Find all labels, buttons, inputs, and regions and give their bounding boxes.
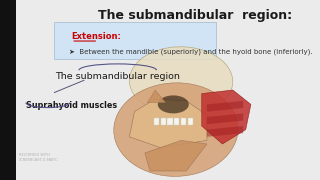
FancyBboxPatch shape xyxy=(54,22,216,58)
Text: The submandibular region: The submandibular region xyxy=(55,72,180,81)
Bar xyxy=(154,118,159,125)
Polygon shape xyxy=(148,90,165,103)
Polygon shape xyxy=(207,113,243,124)
Text: Extension:: Extension: xyxy=(71,32,121,41)
Bar xyxy=(161,118,166,125)
Polygon shape xyxy=(202,90,251,144)
Text: ➤  Between the mandible (superiorly) and the hyoid bone (inferiorly).: ➤ Between the mandible (superiorly) and … xyxy=(68,49,312,55)
Polygon shape xyxy=(207,126,243,137)
Ellipse shape xyxy=(129,47,233,115)
Bar xyxy=(181,118,186,125)
Polygon shape xyxy=(129,99,207,148)
Polygon shape xyxy=(207,101,243,112)
Ellipse shape xyxy=(114,83,238,176)
Polygon shape xyxy=(145,140,207,171)
Bar xyxy=(174,118,179,125)
Text: RECORDED WITH
SCREENCAST-O-MATIC: RECORDED WITH SCREENCAST-O-MATIC xyxy=(19,153,58,162)
Ellipse shape xyxy=(158,95,189,113)
Bar xyxy=(167,118,172,125)
Bar xyxy=(0,0,16,180)
Text: Suprahyoid muscles: Suprahyoid muscles xyxy=(26,101,117,110)
Bar xyxy=(188,118,193,125)
Text: The submandibular  region:: The submandibular region: xyxy=(98,9,292,22)
